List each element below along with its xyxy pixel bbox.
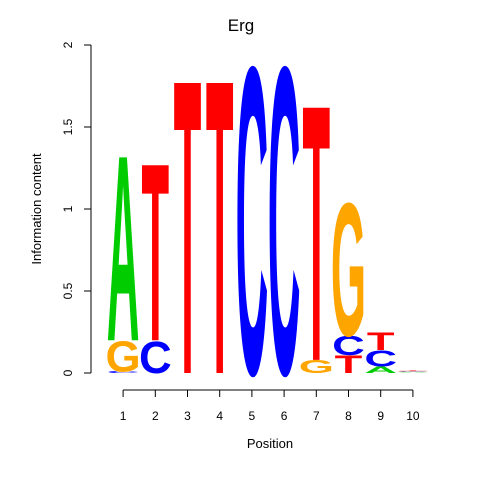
logo-letter-c: C <box>332 330 365 361</box>
logo-letter-c: C <box>268 0 301 467</box>
x-tick-label: 6 <box>281 409 288 423</box>
logo-letter-a: A <box>397 372 430 373</box>
logo-letter-t: T <box>367 327 395 355</box>
x-tick-label: 2 <box>152 409 159 423</box>
logo-letter-c: C <box>397 371 430 372</box>
x-tick-label: 8 <box>345 409 352 423</box>
x-tick-label: 7 <box>313 409 320 423</box>
y-tick-label: 2 <box>61 41 75 48</box>
logo-letter-t: T <box>399 370 427 371</box>
x-axis-label: Position <box>247 436 293 451</box>
y-tick-label: 1 <box>61 205 75 212</box>
y-tick-label: 0 <box>61 369 75 376</box>
logo-letter-g: G <box>331 165 366 377</box>
x-tick-label: 4 <box>216 409 223 423</box>
logo-letter-t: T <box>174 0 202 463</box>
x-tick-label: 3 <box>184 409 191 423</box>
logo-letter-c: C <box>236 0 269 467</box>
logo-letter-t: T <box>335 350 363 378</box>
x-axis: 1 2 3 4 5 6 7 8 9 10 <box>120 389 420 423</box>
x-tick-label: 10 <box>406 409 420 423</box>
logo-letter-c: C <box>107 371 140 374</box>
logo-letter-t: T <box>141 110 169 394</box>
chart-title: Erg <box>228 16 254 35</box>
x-tick-label: 1 <box>120 409 127 423</box>
y-tick-label: 0.5 <box>61 282 75 299</box>
y-axis: 0 0.5 1 1.5 2 <box>61 41 92 376</box>
y-axis-label: Information content <box>29 153 44 265</box>
x-tick-label: 9 <box>377 409 384 423</box>
logo-letter-t: T <box>206 0 234 463</box>
y-tick-label: 1.5 <box>61 118 75 135</box>
x-tick-label: 5 <box>249 409 256 423</box>
logo-letter-g: G <box>395 370 430 371</box>
logo-letter-g: G <box>105 333 140 381</box>
logo-letter-c: C <box>139 332 172 383</box>
logo-letter-a: A <box>364 365 397 375</box>
logo-letter-c: C <box>364 346 397 372</box>
logo-letter-t: T <box>302 30 330 438</box>
logo-letter-a: A <box>107 100 140 397</box>
logo-letter-g: G <box>299 357 334 377</box>
